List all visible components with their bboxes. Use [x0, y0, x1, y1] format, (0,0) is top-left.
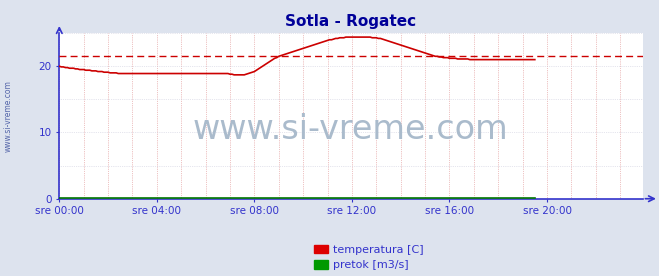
Title: Sotla - Rogatec: Sotla - Rogatec [285, 14, 416, 29]
Text: www.si-vreme.com: www.si-vreme.com [193, 113, 509, 146]
Text: www.si-vreme.com: www.si-vreme.com [4, 80, 13, 152]
Legend: temperatura [C], pretok [m3/s]: temperatura [C], pretok [m3/s] [314, 245, 424, 270]
